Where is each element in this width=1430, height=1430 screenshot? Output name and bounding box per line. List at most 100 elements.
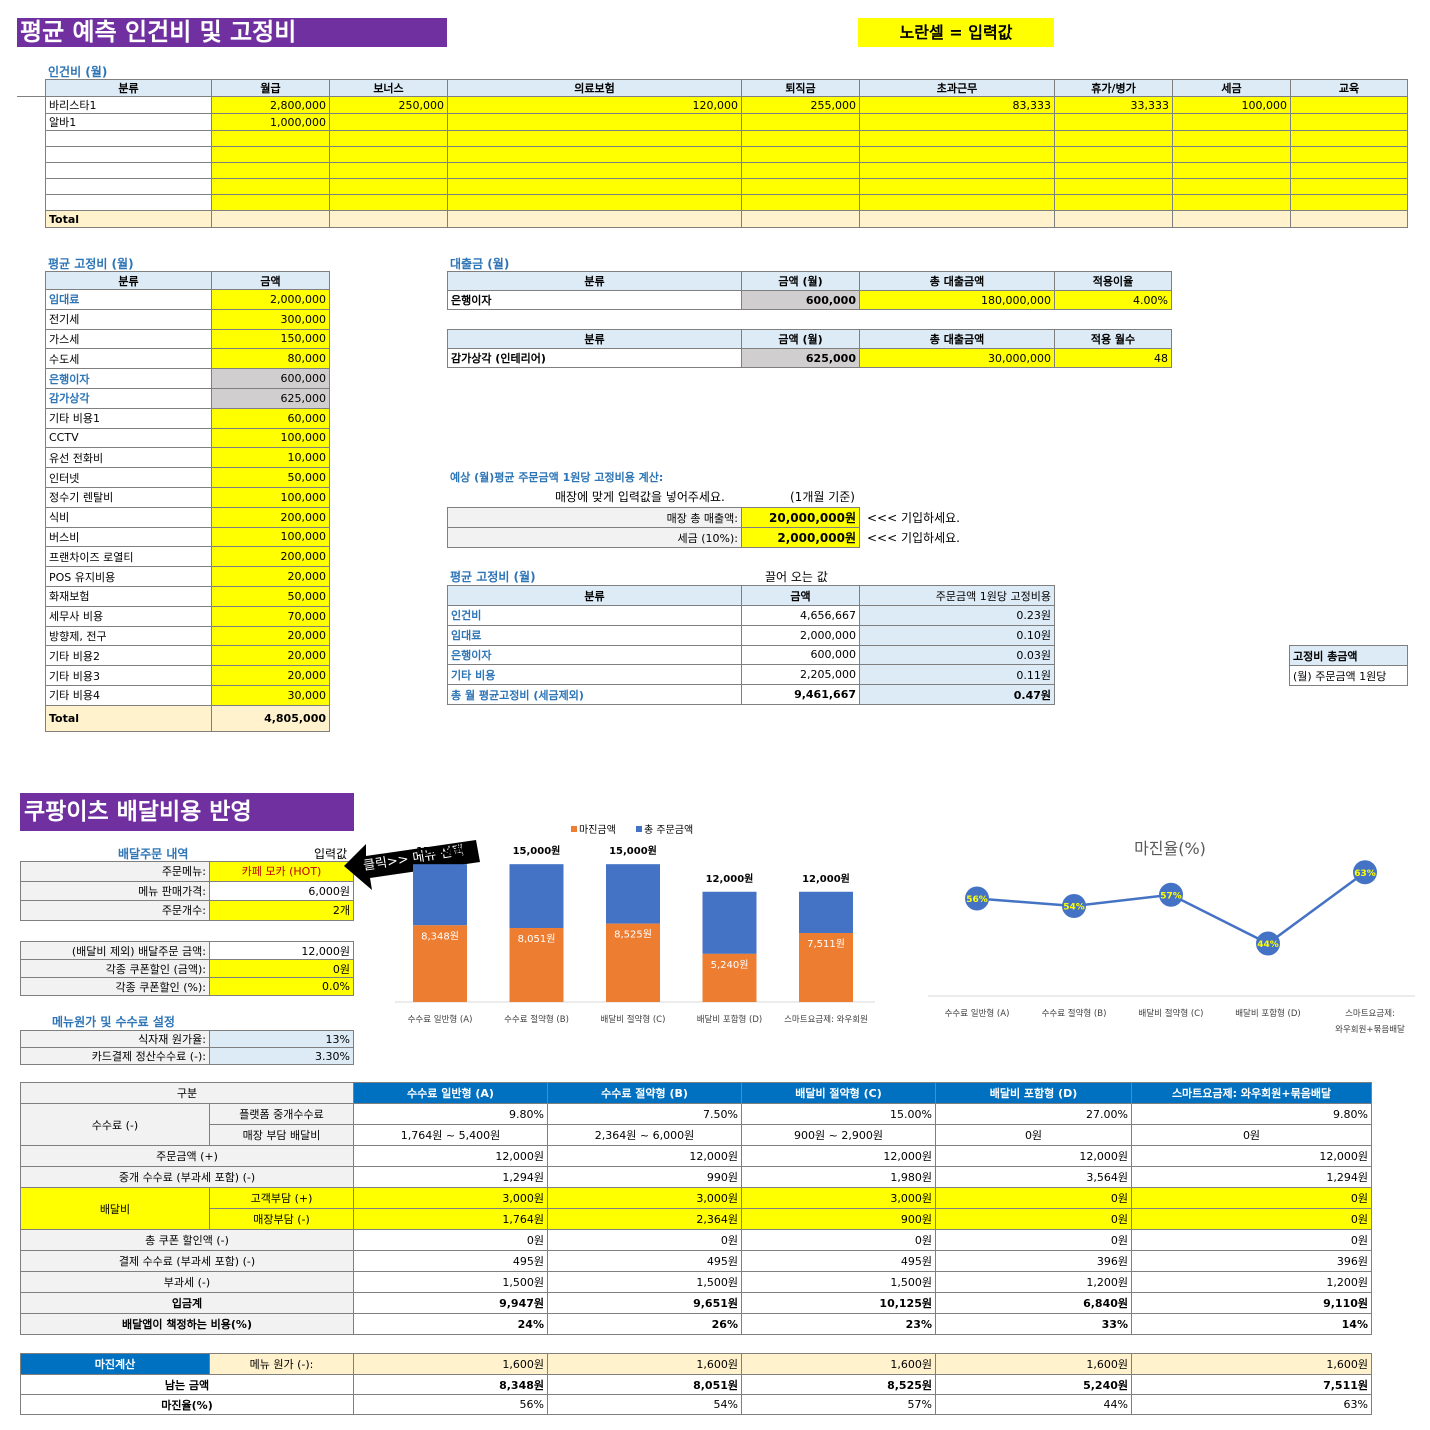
- labor-value-cell[interactable]: 83,333: [859, 96, 1055, 114]
- labor-value-cell[interactable]: [1290, 178, 1408, 195]
- labor-value-cell[interactable]: [447, 162, 742, 179]
- cost-row: 카드결제 정산수수료 (-): 3.30%: [20, 1047, 354, 1065]
- cost-value[interactable]: 13%: [209, 1030, 354, 1048]
- labor-value-cell[interactable]: [211, 146, 330, 163]
- fixed-value[interactable]: 2,000,000: [211, 289, 330, 310]
- labor-value-cell[interactable]: [859, 130, 1055, 147]
- labor-value-cell[interactable]: [447, 113, 742, 131]
- labor-value-cell[interactable]: [329, 178, 448, 195]
- fixed-value[interactable]: 300,000: [211, 308, 330, 330]
- fixed-value[interactable]: 70,000: [211, 605, 330, 627]
- fixed-value[interactable]: 60,000: [211, 407, 330, 429]
- labor-value-cell[interactable]: [211, 162, 330, 179]
- delivery-value[interactable]: 1,764원: [353, 1208, 548, 1230]
- labor-value-cell[interactable]: [1054, 130, 1173, 147]
- labor-value-cell[interactable]: 2,800,000: [211, 96, 330, 114]
- labor-value-cell[interactable]: [329, 130, 448, 147]
- order-amount-value[interactable]: 0.0%: [209, 977, 354, 996]
- labor-value-cell[interactable]: [447, 146, 742, 163]
- labor-value-cell[interactable]: [1172, 146, 1291, 163]
- labor-value-cell[interactable]: [1290, 130, 1408, 147]
- delivery-value[interactable]: 2,364원: [547, 1208, 742, 1230]
- labor-value-cell[interactable]: [1172, 130, 1291, 147]
- labor-value-cell[interactable]: 120,000: [447, 96, 742, 114]
- labor-value-cell[interactable]: [1290, 96, 1408, 114]
- labor-value-cell[interactable]: [741, 146, 860, 163]
- delivery-value[interactable]: 3,000원: [741, 1187, 936, 1209]
- order-value[interactable]: 2개: [209, 900, 354, 921]
- labor-value-cell[interactable]: 250,000: [329, 96, 448, 114]
- delivery-value[interactable]: 0원: [1131, 1208, 1372, 1230]
- labor-total-cell: [1054, 210, 1173, 228]
- labor-value-cell[interactable]: [1290, 162, 1408, 179]
- labor-value-cell[interactable]: [1172, 162, 1291, 179]
- labor-value-cell[interactable]: [1054, 146, 1173, 163]
- fixed-value[interactable]: 100,000: [211, 427, 330, 449]
- labor-value-cell[interactable]: [1172, 194, 1291, 211]
- labor-value-cell[interactable]: [211, 130, 330, 147]
- pulled-value-note: 끌어 오는 값: [765, 570, 828, 584]
- labor-value-cell[interactable]: 100,000: [1172, 96, 1291, 114]
- labor-value-cell[interactable]: [211, 178, 330, 195]
- fixed-value[interactable]: 100,000: [211, 486, 330, 508]
- menu-select-dropdown[interactable]: 카페 모카 (HOT): [209, 861, 354, 882]
- labor-value-cell[interactable]: [859, 162, 1055, 179]
- fixed-value[interactable]: 50,000: [211, 585, 330, 607]
- labor-value-cell[interactable]: 255,000: [741, 96, 860, 114]
- fixed-value[interactable]: 200,000: [211, 506, 330, 528]
- labor-value-cell[interactable]: [859, 146, 1055, 163]
- delivery-value[interactable]: 3,000원: [547, 1187, 742, 1209]
- labor-value-cell[interactable]: [1054, 113, 1173, 131]
- fixed-value[interactable]: 10,000: [211, 447, 330, 469]
- delivery-value[interactable]: 3,000원: [353, 1187, 548, 1209]
- depr-cell-2: 30,000,000: [859, 348, 1055, 368]
- labor-value-cell[interactable]: [1054, 178, 1173, 195]
- labor-value-cell[interactable]: [859, 194, 1055, 211]
- labor-value-cell[interactable]: [1054, 162, 1173, 179]
- fixed-value[interactable]: 20,000: [211, 665, 330, 686]
- delivery-value[interactable]: 0원: [935, 1208, 1132, 1230]
- fixed-value[interactable]: 50,000: [211, 467, 330, 488]
- labor-value-cell[interactable]: [1172, 113, 1291, 131]
- labor-value-cell[interactable]: [741, 113, 860, 131]
- labor-value-cell[interactable]: [741, 194, 860, 211]
- labor-value-cell[interactable]: [741, 178, 860, 195]
- labor-value-cell[interactable]: [1054, 194, 1173, 211]
- labor-value-cell[interactable]: [329, 113, 448, 131]
- labor-value-cell[interactable]: 1,000,000: [211, 113, 330, 131]
- labor-value-cell[interactable]: [1290, 194, 1408, 211]
- labor-value-cell[interactable]: 33,333: [1054, 96, 1173, 114]
- labor-value-cell[interactable]: [1172, 178, 1291, 195]
- labor-value-cell[interactable]: [447, 194, 742, 211]
- labor-value-cell[interactable]: [447, 130, 742, 147]
- fixed-value[interactable]: 200,000: [211, 546, 330, 568]
- labor-value-cell[interactable]: [329, 194, 448, 211]
- labor-value-cell[interactable]: [329, 162, 448, 179]
- labor-value-cell[interactable]: [1290, 113, 1408, 131]
- fixed-value[interactable]: 30,000: [211, 684, 330, 706]
- fixed-value[interactable]: 20,000: [211, 566, 330, 587]
- delivery-row-label: 고객부담 (+): [209, 1187, 354, 1209]
- labor-value-cell[interactable]: [447, 178, 742, 195]
- forecast-value[interactable]: 20,000,000원: [741, 507, 860, 528]
- delivery-value[interactable]: 900원: [741, 1208, 936, 1230]
- labor-value-cell[interactable]: [859, 113, 1055, 131]
- fixed-value[interactable]: 20,000: [211, 625, 330, 647]
- labor-value-cell[interactable]: [741, 162, 860, 179]
- labor-value-cell[interactable]: [211, 194, 330, 211]
- labor-value-cell[interactable]: [859, 178, 1055, 195]
- bar-margin: [799, 932, 853, 1002]
- fixed-value[interactable]: 150,000: [211, 328, 330, 350]
- fixed-value[interactable]: 20,000: [211, 645, 330, 667]
- fixed-value[interactable]: 80,000: [211, 348, 330, 370]
- labor-value-cell[interactable]: [329, 146, 448, 163]
- delivery-value[interactable]: 0원: [1131, 1187, 1372, 1209]
- forecast-value[interactable]: 2,000,000원: [741, 527, 860, 548]
- delivery-value[interactable]: 0원: [935, 1187, 1132, 1209]
- fixed-value[interactable]: 100,000: [211, 526, 330, 548]
- forecast-label: 세금 (10%):: [447, 527, 742, 548]
- cost-value[interactable]: 3.30%: [209, 1047, 354, 1065]
- labor-value-cell[interactable]: [741, 130, 860, 147]
- labor-value-cell[interactable]: [1290, 146, 1408, 163]
- order-amount-value[interactable]: 0원: [209, 959, 354, 978]
